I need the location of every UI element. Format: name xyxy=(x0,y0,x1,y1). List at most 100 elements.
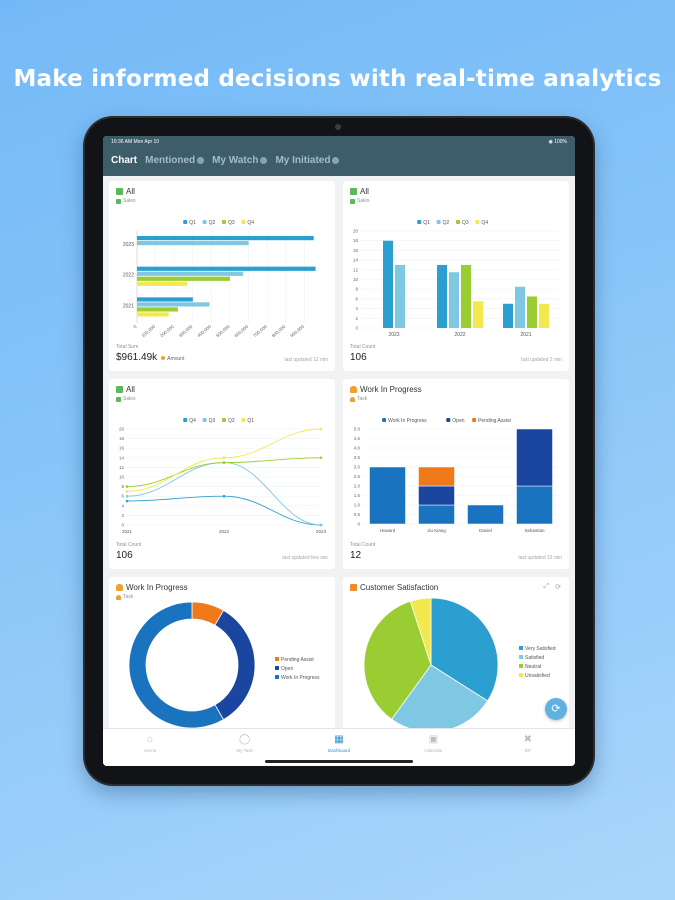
person-icon xyxy=(116,584,123,591)
y-tick-label: 16 xyxy=(119,446,125,451)
chart-card-wip-stacked[interactable]: Work In Progress Task Work In Progress Op… xyxy=(343,379,569,569)
nav-dp[interactable]: ✖ DP xyxy=(523,734,533,754)
card-title: All xyxy=(350,187,369,196)
tab-my-watch[interactable]: My Watch xyxy=(212,155,268,166)
legend-swatch xyxy=(475,220,480,224)
y-tick-label: 2021 xyxy=(123,303,134,309)
refresh-icon[interactable]: ⟳ xyxy=(555,584,561,591)
x-tick-label: 400,000 xyxy=(196,324,212,339)
nav-calendar[interactable]: ▣ Calendar xyxy=(424,734,443,754)
horizontal-bar-chart: Q1 Q2 Q3 Q4 0 100,000 200,000 300,000 400,000 500… xyxy=(123,220,316,339)
badge-icon xyxy=(197,157,205,164)
y-tick-label: 4 xyxy=(121,503,124,508)
bar xyxy=(515,286,525,328)
legend-swatch xyxy=(417,220,422,224)
series-line xyxy=(126,495,322,526)
bar xyxy=(383,240,393,328)
legend-label: Open xyxy=(281,666,293,672)
legend-swatch xyxy=(446,418,451,422)
x-tick-label: Daniel xyxy=(479,528,492,533)
legend-swatch xyxy=(202,418,207,422)
y-tick-label: 2.0 xyxy=(354,484,361,489)
bar-segment xyxy=(516,485,553,525)
bar xyxy=(137,276,230,281)
refresh-fab-button[interactable]: ⟳ xyxy=(545,698,567,720)
pie-slice xyxy=(363,600,432,720)
x-tick-label: 300,000 xyxy=(178,324,194,339)
legend-label: Q1 xyxy=(423,220,430,226)
y-tick-label: 4.5 xyxy=(354,436,361,441)
total-value: 12 xyxy=(350,550,362,561)
legend-label: Q2 xyxy=(228,418,235,424)
chart-card-sales-trend[interactable]: All Sales Q4 Q3 Q2 Q1 0 2 4 6 8 10 12 14 16 18 20 2021 2… xyxy=(109,379,335,569)
camera-dot xyxy=(335,124,341,130)
bar xyxy=(137,302,210,307)
donut-slice xyxy=(128,601,225,729)
y-tick-label: 1.5 xyxy=(354,493,361,498)
y-tick-label: 14 xyxy=(119,455,125,460)
total-value: $961.49k Amount xyxy=(116,352,185,363)
bar-segment xyxy=(418,504,455,525)
tab-mentioned[interactable]: Mentioned xyxy=(145,155,205,166)
legend-label: Open xyxy=(452,418,464,424)
x-tick-label: Howard xyxy=(380,528,396,533)
y-tick-label: 0 xyxy=(121,523,124,528)
chart-icon xyxy=(116,386,123,393)
last-updated: last updated 12 min xyxy=(284,357,328,363)
tab-chart[interactable]: Chart xyxy=(111,155,138,166)
legend-label: Q4 xyxy=(247,220,254,226)
nav-dashboard[interactable]: ▦ Dashboard xyxy=(328,734,351,754)
expand-icon[interactable]: ⤢ xyxy=(543,583,550,590)
legend-swatch xyxy=(202,220,207,224)
data-point xyxy=(222,494,226,498)
legend-label: Q1 xyxy=(189,220,196,226)
donut-chart: Pending Assist Open Work In Progress xyxy=(128,601,320,729)
chart-card-wip-donut[interactable]: Work In Progress Task Pending Assist Open… xyxy=(109,577,335,737)
y-tick-label: 2022 xyxy=(123,273,134,279)
nav-home[interactable]: ⌂ Home xyxy=(144,734,157,754)
legend-swatch xyxy=(519,664,523,668)
x-tick-label: 2021 xyxy=(520,332,531,338)
x-tick-label: Jiu Kiang xyxy=(427,528,446,533)
legend-swatch xyxy=(241,418,246,422)
x-tick-label: 200,000 xyxy=(159,324,175,339)
legend-label: Q2 xyxy=(209,220,216,226)
bar-segment xyxy=(467,504,504,525)
legend-label: Work In Progress xyxy=(281,675,320,681)
amount-dot-icon xyxy=(161,356,166,360)
legend-label: Pending Assist xyxy=(281,657,314,663)
card-title: Customer Satisfaction xyxy=(350,583,438,592)
y-tick-label: 0 xyxy=(355,326,358,331)
nav-my-task[interactable]: ◯ My Task xyxy=(236,734,253,754)
card-tools: ⤢ ⟳ xyxy=(544,583,561,591)
chart-card-sales-count[interactable]: All Sales Q1 Q2 Q3 Q4 0 2 4 6 8 10 12 14 16 18 20 2023 2… xyxy=(343,181,569,371)
legend-label: Neutral xyxy=(525,664,541,670)
tab-bar: Chart Mentioned My Watch My Initiated xyxy=(111,155,340,166)
bar xyxy=(473,301,483,328)
status-time: 10:36 AM Mon Apr 10 xyxy=(111,139,160,145)
legend-label: Q3 xyxy=(228,220,235,226)
legend-label: Very Satisfied xyxy=(525,646,556,652)
x-tick-label: 2022 xyxy=(454,332,465,338)
y-tick-label: 10 xyxy=(119,475,125,480)
y-tick-label: 18 xyxy=(353,238,359,243)
card-subtitle: Task xyxy=(350,396,367,402)
chart-card-customer-satisfaction[interactable]: Customer Satisfaction ⤢ ⟳ Very Satisfied… xyxy=(343,577,569,737)
x-tick-label: 100,000 xyxy=(141,324,157,339)
legend-swatch xyxy=(275,675,279,679)
legend-swatch xyxy=(519,673,523,677)
legend-label: Q3 xyxy=(462,220,469,226)
legend-label: Satisfied xyxy=(525,655,544,661)
data-point xyxy=(125,494,129,498)
y-tick-label: 5.0 xyxy=(354,427,361,432)
bar xyxy=(437,264,447,328)
legend-label: Pending Assist xyxy=(478,418,511,424)
table-icon xyxy=(116,396,121,402)
y-tick-label: 6 xyxy=(121,494,124,499)
tab-my-initiated[interactable]: My Initiated xyxy=(275,155,340,166)
bar xyxy=(503,303,513,328)
bar-segment xyxy=(418,466,455,487)
tools-icon: ✖ xyxy=(523,734,533,745)
total-label: Total Sum xyxy=(116,344,139,350)
chart-card-sales-sum[interactable]: All Sales Q1 Q2 Q3 Q4 0 100,000 200,000 300,000… xyxy=(109,181,335,371)
